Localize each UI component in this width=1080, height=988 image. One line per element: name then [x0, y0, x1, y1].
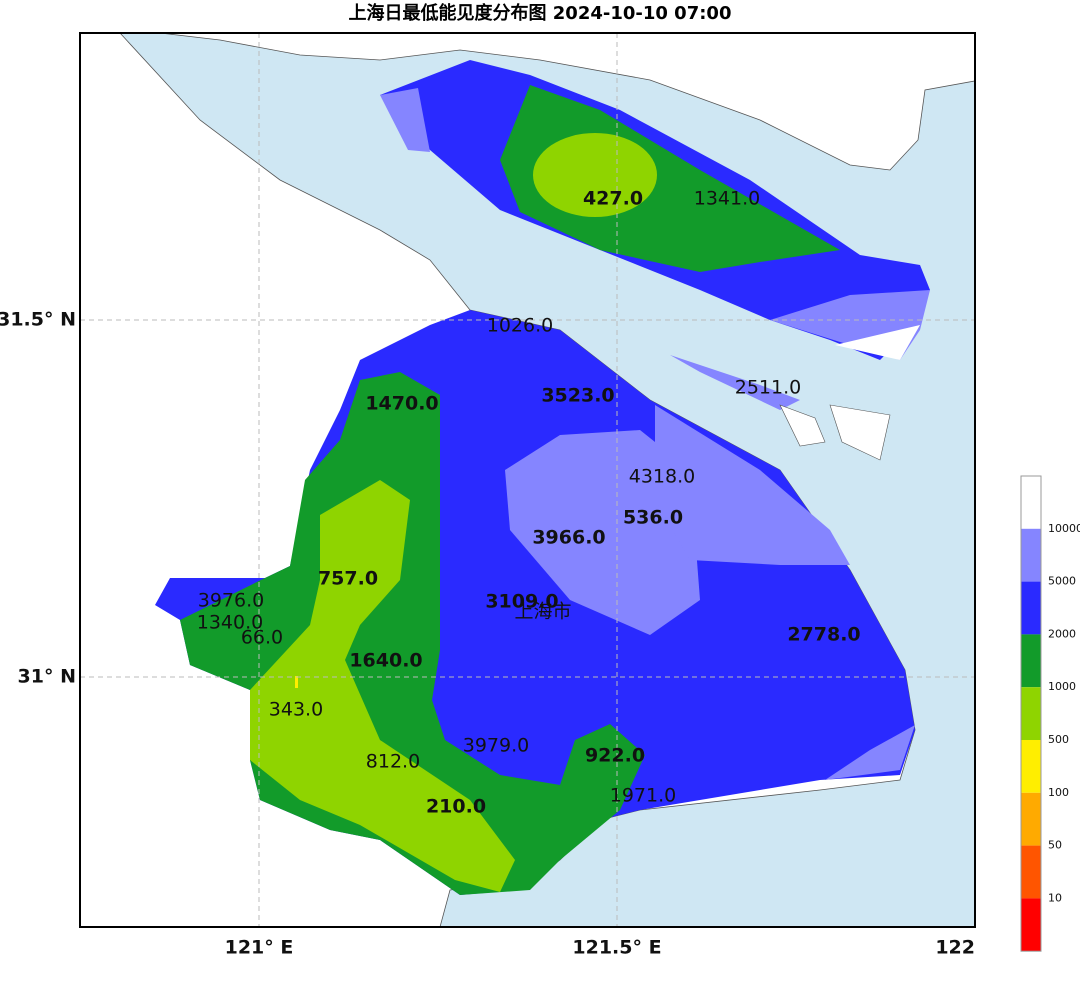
- region-5000-10000: [825, 725, 915, 780]
- legend-label: 500: [1048, 733, 1069, 746]
- jiuduansha: [829, 404, 891, 461]
- x-tick-label: 121.5° E: [572, 937, 661, 959]
- station-value: 3109.0: [485, 591, 558, 613]
- station-value: 2778.0: [787, 624, 860, 646]
- legend-swatch: [1021, 687, 1041, 740]
- legend-swatch: [1021, 845, 1041, 899]
- station-value: 3976.0: [198, 590, 264, 612]
- region-500-1000: [250, 480, 515, 892]
- x-tick-label: 121° E: [225, 937, 294, 959]
- station-value: 1971.0: [610, 785, 676, 807]
- legend-label: 10000: [1048, 522, 1080, 535]
- region-5000-10000: [655, 405, 850, 565]
- legend-label: 1000: [1048, 680, 1076, 693]
- legend-swatch: [1021, 476, 1041, 529]
- legend-frame: [1020, 475, 1042, 952]
- region-100-500: [295, 676, 298, 688]
- map-area: 427.0 1341.0 1026.0 2511.0 3523.0 1470.0 4318.…: [80, 33, 975, 927]
- legend-label: 2000: [1048, 627, 1076, 640]
- station-value: 1340.0: [197, 612, 263, 634]
- axis-labels: 121° E 121.5° E 122 31.5° N 31° N: [0, 309, 975, 959]
- legend-label: 10: [1048, 891, 1062, 904]
- y-tick-label: 31° N: [18, 666, 76, 688]
- north-bank: [159, 33, 975, 171]
- legend-swatch: [1021, 740, 1041, 793]
- legend-swatch: [1021, 528, 1041, 582]
- station-value: 66.0: [241, 627, 283, 649]
- y-tick-label: 31.5° N: [0, 309, 76, 331]
- legend-swatch: [1021, 634, 1041, 688]
- station-value: 210.0: [426, 796, 486, 818]
- station-value: 1640.0: [349, 650, 422, 672]
- x-tick-label: 122: [935, 937, 975, 959]
- region-over-10000: [835, 325, 920, 360]
- station-value: 922.0: [585, 745, 645, 767]
- station-value: 4318.0: [629, 466, 695, 488]
- station-value: 812.0: [366, 751, 420, 773]
- legend-swatch: [1021, 898, 1041, 952]
- station-value: 3523.0: [541, 385, 614, 407]
- map-frame: [79, 32, 976, 928]
- legend-label: 50: [1048, 839, 1062, 852]
- map-title: 上海日最低能见度分布图 2024-10-10 07:00: [349, 2, 732, 24]
- station-value: 1341.0: [694, 188, 760, 210]
- station-value: 427.0: [583, 188, 643, 210]
- region-5000-10000: [505, 430, 700, 635]
- station-labels: 427.0 1341.0 1026.0 2511.0 3523.0 1470.0 4318.…: [197, 188, 861, 818]
- hengsha-island: [779, 404, 826, 447]
- city-label: 上海市: [514, 601, 571, 623]
- station-value: 1470.0: [365, 393, 438, 415]
- region-500-1000: [533, 133, 657, 217]
- legend-swatch: [1021, 581, 1041, 635]
- station-value: 536.0: [623, 507, 683, 529]
- region-1000-2000: [500, 85, 840, 272]
- station-value: 3966.0: [532, 527, 605, 549]
- station-value: 343.0: [269, 699, 323, 721]
- legend-label: 100: [1048, 786, 1069, 799]
- legend: 10000 5000 2000 1000 500 100 50 10: [1020, 475, 1080, 952]
- station-value: 3979.0: [463, 735, 529, 757]
- station-value: 1026.0: [487, 315, 553, 337]
- legend-label: 5000: [1048, 575, 1076, 588]
- region-5000-10000: [380, 88, 430, 152]
- station-value: 757.0: [318, 568, 378, 590]
- changxing-island: [670, 355, 800, 410]
- legend-swatch: [1021, 792, 1041, 846]
- station-value: 2511.0: [735, 377, 801, 399]
